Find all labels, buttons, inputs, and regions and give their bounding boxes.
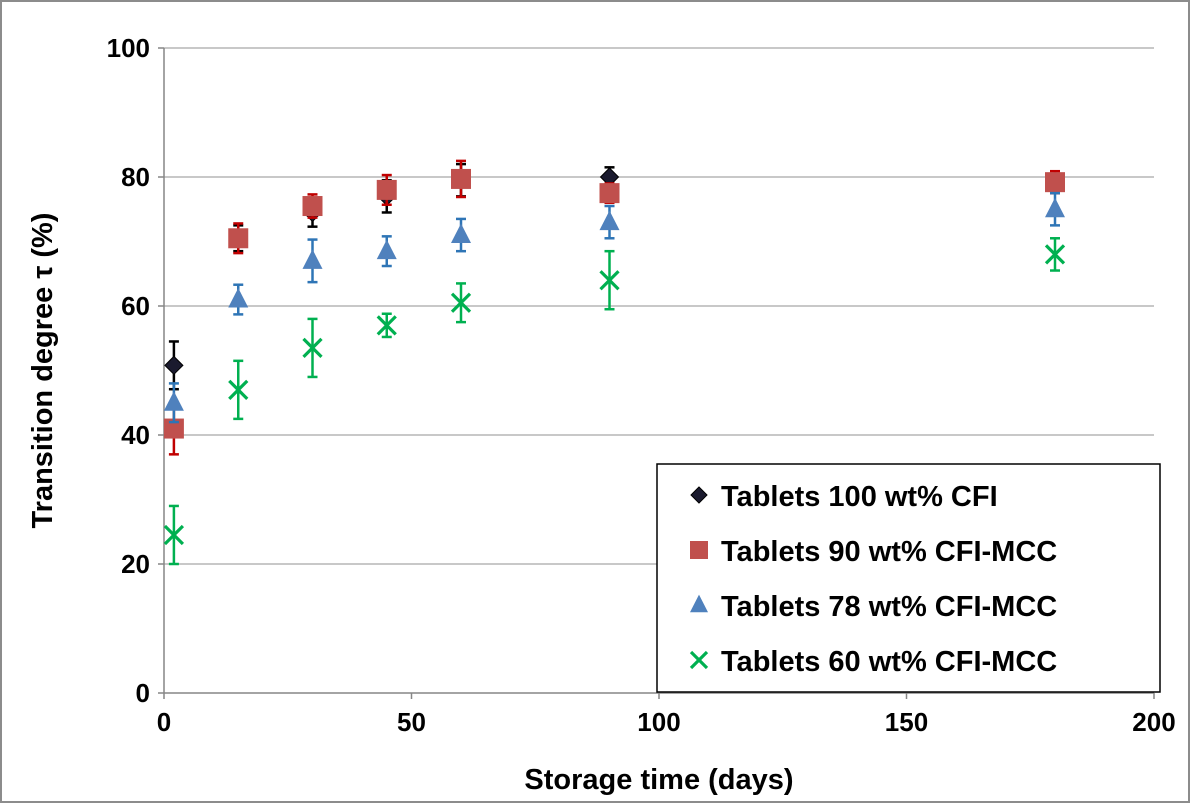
y-tick-label: 0: [136, 678, 150, 708]
data-point: [1045, 197, 1065, 218]
legend-marker: [690, 594, 708, 613]
legend-label: Tablets 100 wt% CFI: [721, 481, 998, 513]
series-3: [163, 191, 1065, 424]
data-point: [302, 337, 323, 359]
data-point: [376, 179, 397, 200]
data-point: [228, 379, 249, 400]
x-tick-label: 150: [885, 707, 928, 737]
y-tick-label: 100: [107, 33, 150, 63]
data-point: [451, 223, 471, 244]
tick-labels: 0 20 40 60 80 100 0 50 100 150 200: [107, 33, 1176, 737]
y-tick-label: 20: [121, 549, 150, 579]
data-point: [376, 315, 397, 336]
legend-item: Tablets 78 wt% CFI-MCC: [690, 591, 1057, 623]
axes: [158, 47, 1155, 699]
data-point: [376, 239, 397, 260]
data-point: [163, 524, 185, 546]
data-series: [163, 159, 1066, 566]
legend-item: Tablets 60 wt% CFI-MCC: [689, 646, 1057, 678]
data-point: [1044, 244, 1066, 265]
data-point: [163, 418, 184, 439]
data-point: [451, 168, 471, 189]
legend: Tablets 100 wt% CFI Tablets 90 wt% CFI-MC…: [656, 463, 1161, 693]
y-axis-title: Transition degree τ (%): [27, 213, 59, 529]
legend-label: Tablets 90 wt% CFI-MCC: [721, 536, 1057, 568]
data-point: [302, 249, 323, 269]
data-point: [599, 183, 620, 204]
x-tick-label: 200: [1132, 707, 1175, 737]
y-tick-label: 40: [121, 420, 150, 450]
legend-item: Tablets 90 wt% CFI-MCC: [690, 536, 1057, 568]
x-tick-label: 50: [397, 707, 426, 737]
data-point: [228, 228, 249, 249]
data-point: [302, 196, 323, 217]
x-axis-title: Storage time (days): [524, 764, 793, 796]
data-point: [164, 355, 184, 376]
data-point: [599, 210, 620, 231]
x-tick-label: 0: [157, 707, 171, 737]
legend-marker: [689, 650, 709, 670]
x-tick-label: 100: [637, 707, 680, 737]
data-point: [1045, 172, 1065, 193]
legend-marker: [690, 541, 708, 559]
legend-item: Tablets 100 wt% CFI: [690, 481, 998, 513]
data-point: [450, 292, 472, 313]
y-tick-label: 80: [121, 162, 150, 192]
legend-box: [656, 463, 1161, 693]
legend-marker: [690, 486, 708, 504]
series-2: [163, 159, 1065, 456]
data-point: [228, 288, 249, 308]
data-point: [599, 270, 620, 291]
y-tick-label: 60: [121, 291, 150, 321]
legend-label: Tablets 78 wt% CFI-MCC: [721, 591, 1057, 623]
legend-label: Tablets 60 wt% CFI-MCC: [721, 646, 1057, 678]
data-point: [163, 391, 184, 411]
series-4: [163, 237, 1066, 566]
